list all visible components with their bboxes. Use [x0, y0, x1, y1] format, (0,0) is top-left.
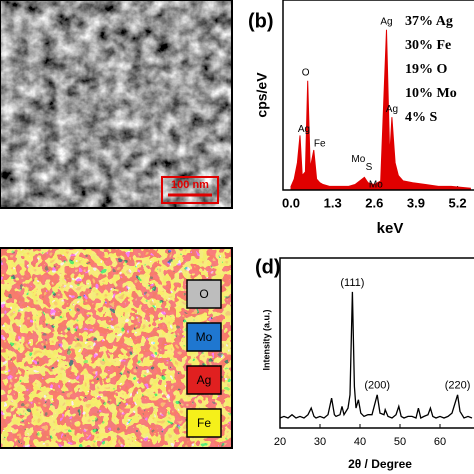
x-tick-label: 30 — [314, 436, 326, 448]
y-axis-label: Intensity (a.u.) — [261, 309, 271, 370]
plot-area — [280, 291, 473, 419]
peak-label: Ag — [386, 104, 398, 115]
x-tick-label: 5.2 — [449, 195, 467, 210]
peak-label: Fe — [314, 139, 326, 150]
map-frame — [0, 247, 233, 449]
composition-entry: 10% Mo — [405, 86, 457, 101]
x-axis-label: 2θ / Degree — [348, 457, 412, 471]
y-axis-label: cps/eV — [254, 72, 270, 118]
peak-label: (220) — [445, 380, 471, 392]
legend-label: Mo — [196, 330, 213, 344]
composition-entry: 4% S — [405, 110, 438, 125]
plot-frame — [282, 0, 474, 191]
composition-entry: 30% Fe — [405, 38, 451, 53]
plot-area — [290, 29, 471, 190]
plot-frame — [279, 257, 474, 429]
legend-swatch — [186, 365, 222, 395]
x-tick-label: 20 — [274, 436, 286, 448]
x-tick-label: 0.0 — [282, 195, 300, 210]
x-tick-label: 40 — [354, 436, 366, 448]
legend-swatch — [186, 279, 222, 309]
legend-swatch — [186, 408, 222, 438]
spectrum-area — [290, 29, 471, 190]
x-tick-label: 2.6 — [365, 195, 383, 210]
peak-label: (200) — [364, 380, 390, 392]
peak-label: S — [366, 162, 373, 173]
peak-label: (111) — [340, 277, 364, 289]
legend-label: O — [199, 287, 208, 301]
composition-entry: 19% O — [405, 62, 448, 77]
peak-label: Ag — [298, 124, 310, 135]
peak-label: O — [302, 67, 310, 78]
peak-label: Mo — [351, 154, 365, 165]
scale-bar-label: 100 nm — [171, 179, 209, 191]
peak-label: Mo — [369, 179, 383, 190]
x-tick-label: 1.3 — [324, 195, 342, 210]
x-tick-label: 3.9 — [407, 195, 425, 210]
map-legend: O Mo Ag Fe — [186, 279, 222, 438]
scale-bar-box — [161, 176, 219, 204]
peak-label: Ag — [380, 16, 392, 27]
composition-entry: 37% Ag — [405, 14, 453, 29]
pattern-line — [280, 291, 473, 419]
sem-image — [0, 0, 232, 208]
x-tick-label: 50 — [394, 436, 406, 448]
panel-label: (b) — [248, 10, 274, 32]
legend-label: Fe — [197, 416, 211, 430]
x-tick-label: 60 — [434, 436, 446, 448]
sem-frame — [0, 0, 233, 209]
panel-label: (d) — [255, 256, 281, 278]
legend-swatch — [186, 322, 222, 352]
legend-label: Ag — [197, 373, 212, 387]
x-axis-label: keV — [377, 220, 404, 237]
